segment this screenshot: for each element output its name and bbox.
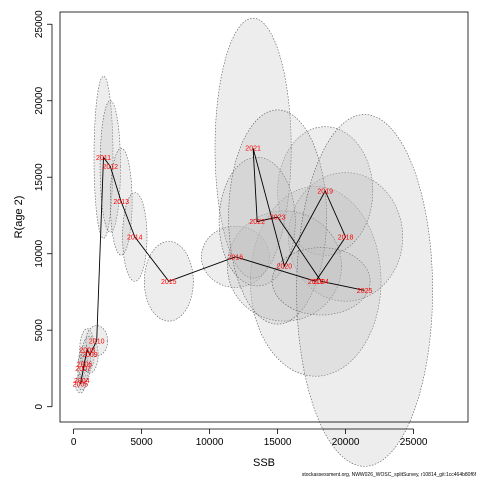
year-label-2005: 2005 bbox=[73, 381, 89, 388]
year-label-2017: 2017 bbox=[308, 279, 324, 286]
year-label-2007: 2007 bbox=[75, 366, 91, 373]
stock-recruit-path bbox=[79, 148, 365, 384]
year-label-2006: 2006 bbox=[77, 361, 93, 368]
y-axis-title: R(age 2) bbox=[13, 196, 25, 239]
year-label-2015: 2015 bbox=[161, 279, 177, 286]
year-label-2018: 2018 bbox=[338, 234, 354, 241]
year-label-2009: 2009 bbox=[82, 352, 98, 359]
year-label-2021: 2021 bbox=[245, 146, 261, 153]
year-label-2004: 2004 bbox=[74, 378, 90, 385]
x-tick-label-15000: 15000 bbox=[264, 437, 292, 448]
year-label-2019: 2019 bbox=[317, 189, 333, 196]
year-label-2010: 2010 bbox=[89, 338, 105, 345]
year-label-2013: 2013 bbox=[113, 199, 129, 206]
y-tick-label-10000: 10000 bbox=[34, 239, 45, 267]
x-tick-label-20000: 20000 bbox=[332, 437, 360, 448]
ellipse-layer bbox=[75, 17, 433, 467]
year-label-2020: 2020 bbox=[277, 264, 293, 271]
year-label-2022: 2022 bbox=[249, 219, 265, 226]
y-tick-label-15000: 15000 bbox=[34, 163, 45, 191]
footer-note: stockassessment.org, NWW026_WOSC_splitSu… bbox=[301, 472, 476, 478]
point-label-layer: 2004200520062007200820092010201120122013… bbox=[73, 146, 373, 389]
x-axis-title: SSB bbox=[253, 457, 275, 469]
x-tick-label-0: 0 bbox=[71, 437, 77, 448]
stock-recruit-line-layer bbox=[79, 148, 365, 384]
year-label-2012: 2012 bbox=[103, 164, 119, 171]
year-label-2024: 2024 bbox=[313, 279, 329, 286]
plot-frame bbox=[59, 11, 469, 423]
year-label-2011: 2011 bbox=[96, 155, 111, 162]
x-tick-label-5000: 5000 bbox=[130, 437, 153, 448]
y-axis: 0 5000 10000 15000 20000 25000 bbox=[34, 10, 53, 409]
year-label-2023: 2023 bbox=[270, 215, 286, 222]
y-tick-label-20000: 20000 bbox=[34, 86, 45, 114]
y-tick-label-25000: 25000 bbox=[34, 10, 45, 38]
year-label-2016: 2016 bbox=[228, 254, 244, 261]
x-tick-label-10000: 10000 bbox=[196, 437, 224, 448]
x-axis: 0 5000 10000 15000 20000 25000 bbox=[71, 428, 428, 448]
year-label-2025: 2025 bbox=[357, 288, 373, 295]
y-tick-label-0: 0 bbox=[34, 403, 45, 409]
x-tick-label-25000: 25000 bbox=[400, 437, 428, 448]
year-label-2014: 2014 bbox=[127, 234, 143, 241]
y-tick-label-5000: 5000 bbox=[34, 319, 45, 342]
year-label-2008: 2008 bbox=[79, 348, 95, 355]
